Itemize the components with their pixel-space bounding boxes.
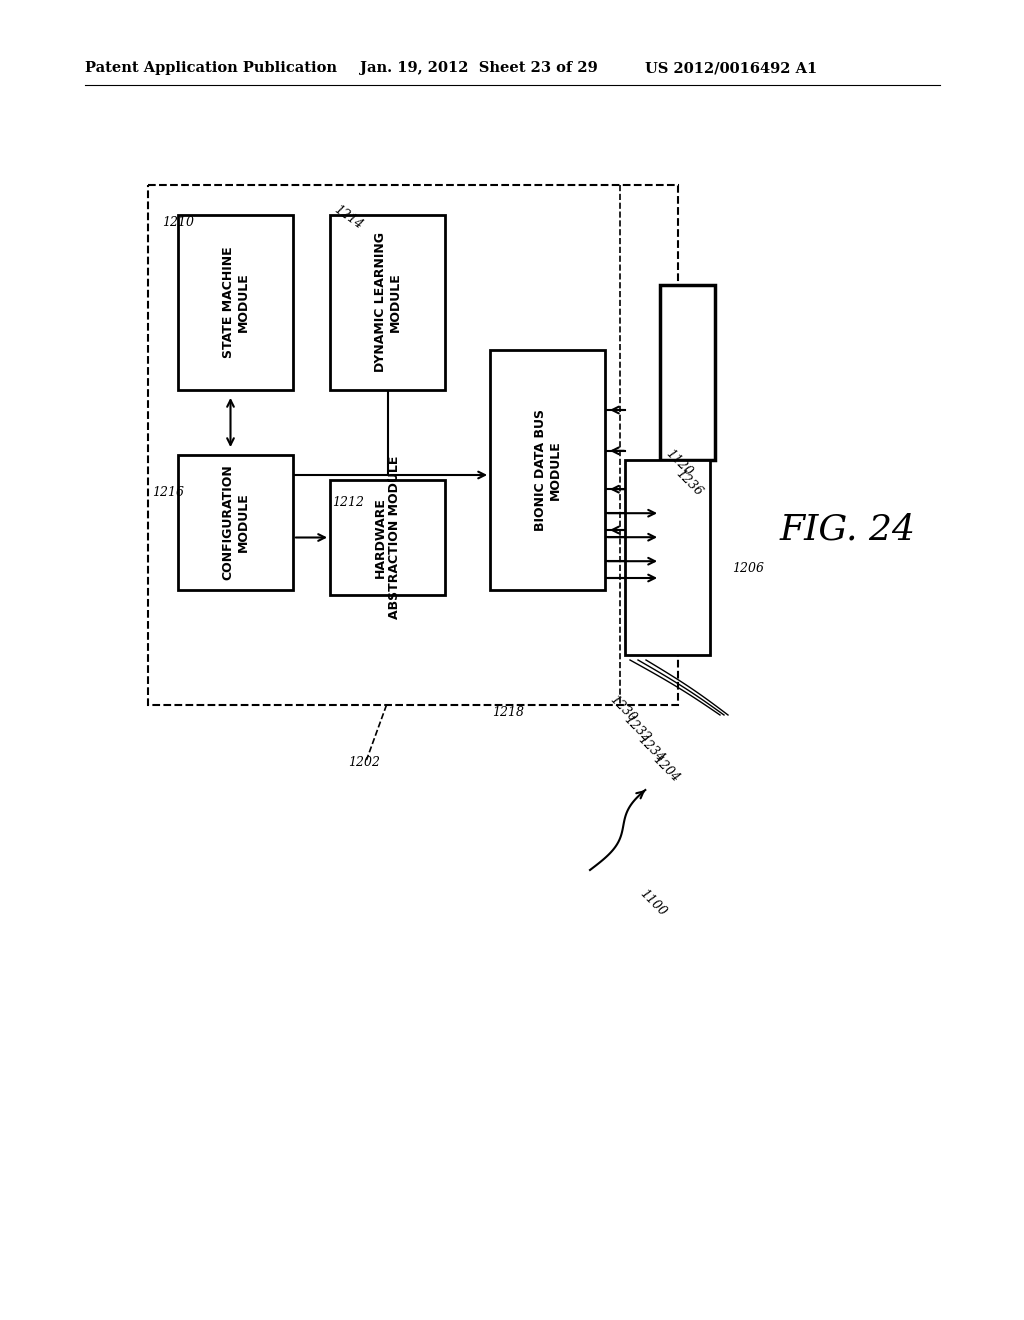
Text: 1204: 1204 — [650, 754, 682, 785]
Bar — [330, 480, 445, 595]
Text: 1232: 1232 — [622, 713, 653, 746]
Text: 1236: 1236 — [674, 467, 706, 499]
Text: 1212: 1212 — [332, 495, 364, 508]
Text: STATE MACHINE
MODULE: STATE MACHINE MODULE — [221, 247, 250, 358]
Text: 1234: 1234 — [636, 734, 668, 766]
Text: 1100: 1100 — [637, 887, 670, 919]
Text: 1206: 1206 — [732, 561, 764, 574]
Text: 1218: 1218 — [492, 705, 524, 718]
Text: BIONIC DATA BUS
MODULE: BIONIC DATA BUS MODULE — [534, 409, 561, 531]
Text: 1210: 1210 — [162, 215, 194, 228]
Text: 1214: 1214 — [332, 203, 365, 232]
Bar — [178, 215, 293, 389]
Bar — [330, 215, 445, 389]
Bar — [490, 350, 605, 590]
Bar — [148, 185, 678, 705]
Text: US 2012/0016492 A1: US 2012/0016492 A1 — [645, 61, 817, 75]
Text: 1216: 1216 — [152, 486, 184, 499]
Text: FIG. 24: FIG. 24 — [780, 513, 916, 546]
Text: Patent Application Publication: Patent Application Publication — [85, 61, 337, 75]
Text: 1202: 1202 — [348, 755, 380, 768]
Bar — [625, 459, 710, 655]
Text: CONFIGURATION
MODULE: CONFIGURATION MODULE — [221, 465, 250, 581]
Text: DYNAMIC LEARNING
MODULE: DYNAMIC LEARNING MODULE — [374, 232, 401, 372]
Text: HARDWARE
ABSTRACTION MODULE: HARDWARE ABSTRACTION MODULE — [374, 455, 401, 619]
Text: Jan. 19, 2012  Sheet 23 of 29: Jan. 19, 2012 Sheet 23 of 29 — [360, 61, 598, 75]
Text: 1120: 1120 — [664, 447, 695, 479]
Bar — [660, 285, 715, 459]
Bar — [178, 455, 293, 590]
Text: 1230: 1230 — [607, 693, 639, 725]
